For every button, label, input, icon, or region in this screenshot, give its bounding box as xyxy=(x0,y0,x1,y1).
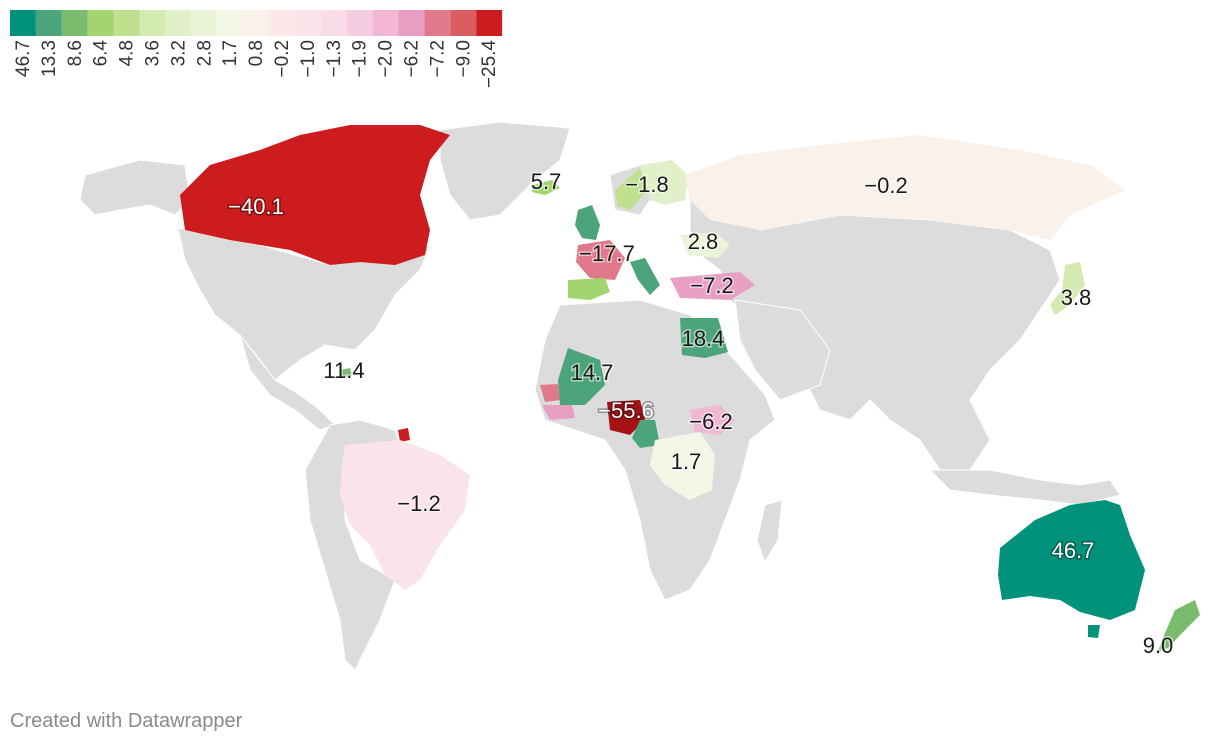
colored-countries xyxy=(180,125,1200,652)
country-sweden-finland xyxy=(640,160,688,205)
label-iceland: 5.7 xyxy=(531,169,562,194)
legend-swatch xyxy=(398,10,425,36)
label-france: −17.7 xyxy=(579,241,635,266)
legend-swatch xyxy=(61,10,88,36)
legend-tick-label: −2.0 xyxy=(376,40,397,78)
label-mali: 14.7 xyxy=(571,360,614,385)
legend-swatch xyxy=(269,10,295,36)
country-egypt xyxy=(680,318,728,358)
land-central-america xyxy=(239,334,336,431)
country-dominican-republic xyxy=(340,368,352,378)
land-madagascar xyxy=(756,499,783,564)
legend-swatch xyxy=(476,10,503,36)
legend-tick-label: 8.6 xyxy=(65,40,86,66)
country-ukraine xyxy=(680,232,730,258)
label-egypt: 18.4 xyxy=(682,326,725,351)
country-ethiopia xyxy=(690,405,735,435)
country-france xyxy=(576,240,625,280)
country-brazil xyxy=(340,440,470,590)
country-west-africa-red xyxy=(540,384,560,402)
country-turkey xyxy=(670,272,755,300)
label-ukraine: 2.8 xyxy=(688,229,719,254)
legend-swatch xyxy=(424,10,451,36)
label-ethiopia: −6.2 xyxy=(689,409,732,434)
country-cameroon xyxy=(632,420,660,448)
legend-swatch xyxy=(191,10,218,36)
legend-tick-label: 46.7 xyxy=(13,40,34,77)
legend-swatch xyxy=(35,10,62,36)
country-canada xyxy=(180,125,450,265)
country-drc xyxy=(650,432,715,500)
label-brazil: −1.2 xyxy=(397,491,440,516)
legend-swatch xyxy=(113,10,140,36)
country-spain xyxy=(568,278,610,300)
label-new-zealand: 9.0 xyxy=(1143,633,1174,658)
legend-swatch xyxy=(346,10,373,36)
legend-tick-label: −1.3 xyxy=(324,40,345,78)
legend-tick-label: 3.6 xyxy=(142,40,163,66)
legend-tick-label: −1.0 xyxy=(298,40,319,78)
label-canada: −40.1 xyxy=(228,194,284,219)
land-alaska xyxy=(79,159,191,216)
land-indonesia xyxy=(928,469,1121,506)
land-arabia xyxy=(734,299,831,401)
country-mali xyxy=(558,348,605,405)
label-turkey: −7.2 xyxy=(690,273,733,298)
legend-swatch xyxy=(372,10,399,36)
legend-tick-label: −1.9 xyxy=(350,40,371,78)
legend-swatch xyxy=(139,10,166,36)
label-drc: 1.7 xyxy=(671,449,702,474)
country-norway xyxy=(615,168,648,210)
country-tasmania xyxy=(1088,625,1100,638)
legend-tick-label: −6.2 xyxy=(401,40,422,78)
legend-swatch xyxy=(165,10,192,36)
label-japan: 3.8 xyxy=(1061,285,1092,310)
country-japan xyxy=(1050,262,1085,315)
land-south-america xyxy=(304,419,401,671)
legend-tick-label: 1.7 xyxy=(220,40,241,66)
legend-swatch xyxy=(294,10,321,36)
legend-tick-label: −7.2 xyxy=(427,40,448,78)
country-nigeria xyxy=(607,400,645,435)
color-legend: 46.7 13.3 8.6 6.4 4.8 3.6 3.2 2.8 1.7 0.8 −0.2 −1.0… xyxy=(10,10,503,89)
label-australia: 46.7 xyxy=(1052,538,1095,563)
attribution-footer: Created with Datawrapper xyxy=(10,710,243,732)
country-iceland xyxy=(532,180,560,195)
legend-tick-label: 4.8 xyxy=(117,40,138,66)
legend-swatch xyxy=(217,10,244,36)
legend-swatch xyxy=(450,10,477,36)
legend-swatch xyxy=(87,10,114,36)
legend-tick-label: −0.2 xyxy=(272,40,293,78)
legend-swatch xyxy=(243,10,269,36)
label-dominican-republic: 11.4 xyxy=(323,358,364,383)
country-uk xyxy=(575,205,600,240)
label-nigeria: −55.6 xyxy=(598,398,654,423)
country-italy xyxy=(630,258,660,295)
country-australia xyxy=(998,500,1145,620)
legend-tick-label: −25.4 xyxy=(479,40,500,89)
label-sweden-finland: −1.8 xyxy=(625,172,668,197)
label-russia: −0.2 xyxy=(864,173,907,198)
legend-tick-label: 13.3 xyxy=(39,40,60,77)
legend-tick-label: 0.8 xyxy=(246,40,267,66)
country-west-africa-pink xyxy=(542,405,575,420)
country-labels: −40.1 5.7 −1.8 −0.2 2.8 −17.7 −7.2 3.8 1… xyxy=(227,168,1175,660)
legend-swatch xyxy=(10,10,36,36)
legend-tick-label: 3.2 xyxy=(168,40,189,66)
legend-tick-label: −9.0 xyxy=(453,40,474,78)
legend-swatch xyxy=(320,10,347,36)
country-new-zealand xyxy=(1158,600,1200,652)
land-greenland xyxy=(439,121,571,221)
legend-tick-label: 2.8 xyxy=(194,40,215,66)
legend-tick-label: 6.4 xyxy=(91,40,112,67)
country-russia xyxy=(685,135,1125,240)
country-french-guiana xyxy=(398,428,410,442)
world-choropleth-map: 46.7 13.3 8.6 6.4 4.8 3.6 3.2 2.8 1.7 0.8 −0.2 −1.0… xyxy=(10,10,1200,671)
